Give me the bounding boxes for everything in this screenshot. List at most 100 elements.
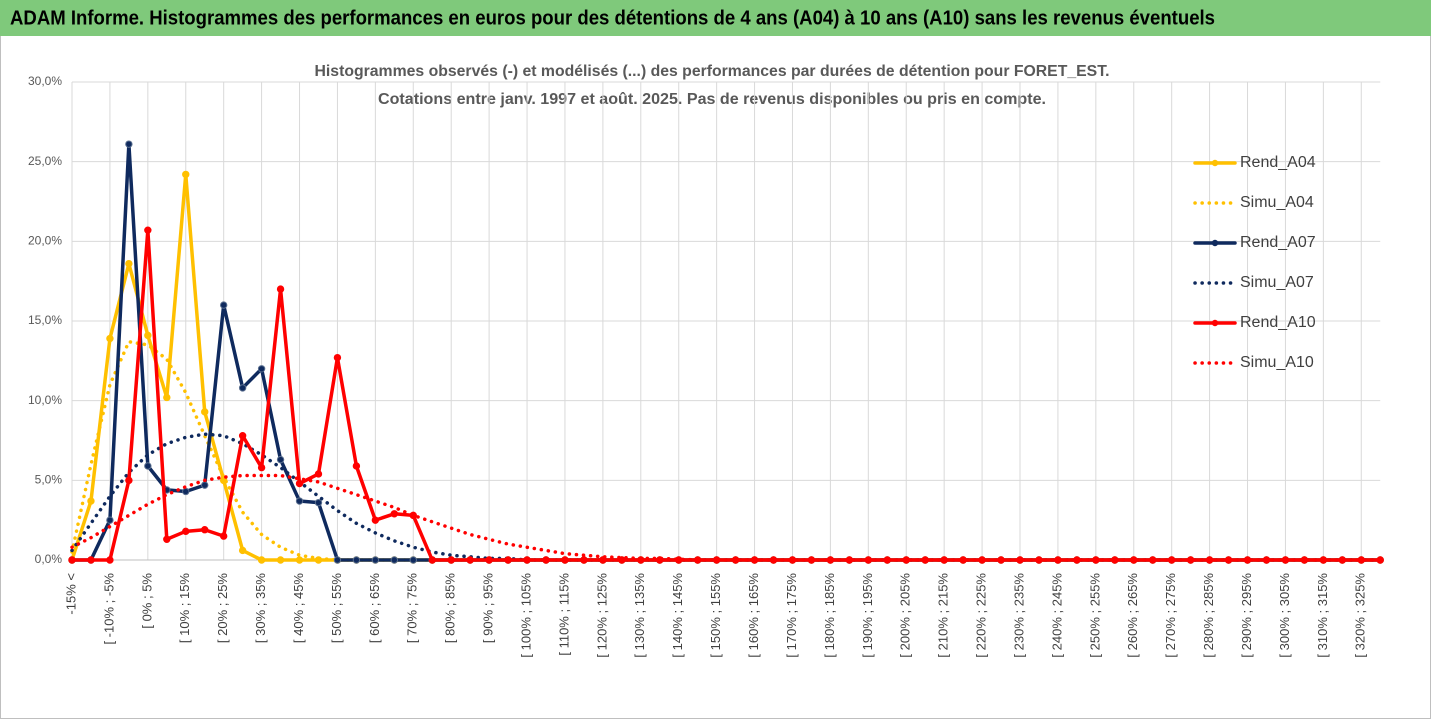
legend-label: Rend_A04: [1240, 154, 1316, 171]
chart-subtitle: Cotations entre janv. 1997 et août. 2025…: [378, 91, 1046, 108]
header-bar: [0, 0, 1431, 36]
data-point: [257, 365, 266, 373]
data-point: [504, 556, 512, 564]
data-point: [238, 384, 247, 392]
x-tick-label: [ 160% ; 165%: [746, 573, 761, 658]
legend-marker: [1211, 159, 1219, 167]
data-point: [352, 462, 361, 470]
x-tick-label: [ 280% ; 285%: [1201, 573, 1216, 658]
data-point: [542, 556, 550, 564]
y-tick-label: 25,0%: [28, 154, 62, 168]
data-point: [333, 556, 342, 564]
series-line: [70, 473, 1382, 562]
data-point: [314, 470, 323, 478]
legend-marker: [1211, 319, 1219, 327]
data-point: [106, 516, 114, 524]
data-point: [580, 556, 588, 564]
x-tick-label: [ 260% ; 265%: [1125, 573, 1140, 658]
legend-label: Rend_A07: [1240, 234, 1316, 251]
data-point: [201, 526, 209, 534]
data-point: [295, 556, 304, 564]
x-tick-label: [ 130% ; 135%: [632, 573, 647, 658]
data-point: [485, 556, 493, 564]
x-tick-label: -15% <: [63, 573, 78, 615]
x-tick-label: [ 150% ; 155%: [708, 573, 723, 658]
x-tick-label: [ 210% ; 215%: [936, 573, 951, 658]
data-point: [561, 556, 569, 564]
data-point: [144, 462, 152, 470]
x-tick-label: [ 240% ; 245%: [1049, 573, 1064, 658]
data-point: [276, 285, 285, 293]
legend-label: Simu_A04: [1240, 194, 1314, 211]
data-point: [201, 481, 209, 489]
data-point: [106, 556, 114, 564]
data-point: [125, 140, 133, 148]
legend-label: Simu_A07: [1240, 274, 1314, 291]
data-point: [371, 516, 380, 524]
data-point: [68, 556, 76, 564]
data-point: [523, 556, 531, 564]
data-point: [352, 556, 361, 564]
legend-label: Rend_A10: [1240, 314, 1316, 331]
header-title: ADAM Informe. Histogrammes des performan…: [10, 7, 1215, 29]
data-point: [144, 226, 152, 234]
data-point: [87, 497, 95, 505]
data-point: [390, 556, 399, 564]
x-tick-label: [ 250% ; 255%: [1087, 573, 1102, 658]
data-point: [182, 527, 190, 536]
legend-label: Simu_A10: [1240, 354, 1314, 371]
data-point: [238, 432, 247, 440]
x-tick-label: [ -10% ; -5%: [101, 573, 116, 645]
y-tick-label: 30,0%: [28, 74, 62, 88]
data-point: [295, 479, 304, 488]
data-point: [409, 556, 417, 564]
x-tick-label: [ 60% ; 65%: [367, 573, 382, 644]
data-point: [257, 463, 266, 472]
x-tick-label: [ 10% ; 15%: [177, 573, 192, 644]
y-tick-label: 0,0%: [35, 552, 63, 566]
data-point: [201, 408, 209, 416]
x-tick-label: [ 120% ; 125%: [594, 573, 609, 658]
x-tick-label: [ 290% ; 295%: [1239, 573, 1254, 658]
x-tick-label: [ 230% ; 235%: [1011, 573, 1026, 658]
data-point: [466, 556, 474, 564]
y-tick-label: 10,0%: [28, 393, 62, 407]
y-tick-label: 5,0%: [35, 473, 63, 487]
data-point: [106, 334, 114, 343]
data-point: [125, 259, 133, 268]
x-tick-label: [ 30% ; 35%: [253, 573, 268, 644]
x-tick-label: [ 40% ; 45%: [291, 573, 306, 644]
x-tick-label: [ 70% ; 75%: [405, 573, 420, 644]
data-point: [314, 498, 323, 507]
data-point: [238, 546, 247, 555]
data-point: [447, 556, 455, 564]
data-point: [87, 556, 95, 564]
x-tick-label: [ 320% ; 325%: [1353, 573, 1368, 658]
data-point: [182, 487, 190, 496]
x-tick-label: [ 180% ; 185%: [822, 573, 837, 658]
data-point: [219, 301, 228, 309]
x-tick-label: [ 170% ; 175%: [784, 573, 799, 658]
data-point: [390, 510, 399, 518]
data-point: [276, 455, 285, 464]
x-tick-label: [ 200% ; 205%: [898, 573, 913, 658]
x-tick-label: [ 80% ; 85%: [443, 573, 458, 644]
y-tick-label: 15,0%: [28, 313, 62, 327]
x-tick-label: [ 0% ; 5%: [139, 573, 154, 629]
data-point: [144, 331, 152, 340]
x-tick-label: [ 310% ; 315%: [1315, 573, 1330, 658]
data-point: [428, 556, 436, 564]
chart-title: Histogrammes observés (-) et modélisés (…: [315, 63, 1110, 80]
data-point: [163, 393, 171, 402]
data-point: [125, 476, 133, 485]
data-point: [371, 556, 380, 564]
data-point: [257, 556, 266, 564]
x-tick-label: [ 140% ; 145%: [670, 573, 685, 658]
x-tick-label: [ 20% ; 25%: [215, 573, 230, 644]
x-tick-label: [ 50% ; 55%: [329, 573, 344, 644]
x-tick-label: [ 110% ; 115%: [556, 573, 571, 656]
y-tick-label: 20,0%: [28, 234, 62, 248]
data-point: [295, 497, 304, 505]
